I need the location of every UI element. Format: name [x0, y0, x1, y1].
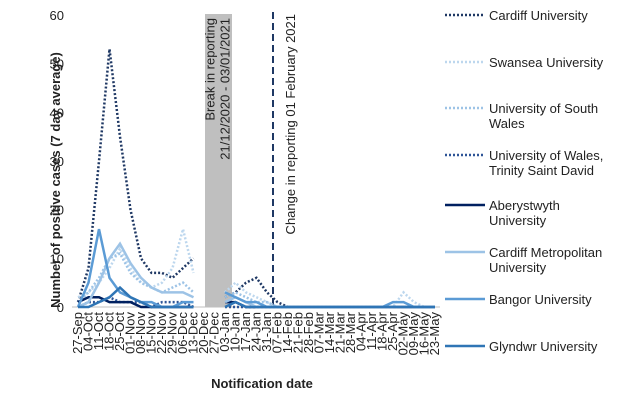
- x-tick-label: 04-Oct: [81, 312, 96, 351]
- y-tick-label: 20: [50, 203, 64, 218]
- x-tick-label: 21-Feb: [291, 312, 306, 353]
- y-tick-label: 60: [50, 8, 64, 23]
- y-tick-label: 30: [50, 154, 64, 169]
- x-tick-label: 28-Feb: [301, 312, 316, 353]
- y-tick-label: 50: [50, 57, 64, 72]
- legend-swatch: [445, 106, 485, 110]
- x-tick-label: 18-Oct: [102, 312, 117, 351]
- break-band: [205, 14, 232, 307]
- y-axis-title: Number of positive cases (7 day average): [48, 52, 63, 308]
- x-tick-label: 07-Feb: [270, 312, 285, 353]
- x-axis-title: Notification date: [211, 376, 313, 391]
- legend-swatch: [445, 344, 485, 348]
- x-tick-label: 24-Jan: [249, 312, 264, 352]
- legend-label: Swansea University: [489, 55, 604, 70]
- series-line: [78, 285, 435, 309]
- x-tick-label: 20-Dec: [196, 312, 211, 354]
- x-tick-label: 15-Nov: [144, 312, 159, 354]
- x-tick-label: 03-Jan: [217, 312, 232, 352]
- x-tick-label: 29-Nov: [165, 312, 180, 354]
- legend-label: Aberystwyth University: [489, 198, 560, 228]
- legend-item: Swansea University: [445, 55, 625, 70]
- x-tick-label: 09-May: [406, 312, 421, 356]
- annotation: Change in reporting 01 February 2021: [283, 14, 298, 234]
- x-tick-label: 27-Sep: [70, 312, 85, 354]
- legend-item: Glyndwr University: [445, 339, 625, 354]
- x-tick-label: 23-May: [427, 312, 442, 356]
- y-tick-label: 10: [50, 251, 64, 266]
- y-tick-label: 0: [57, 300, 64, 315]
- x-tick-label: 10-Jan: [228, 312, 243, 352]
- x-tick-label: 22-Nov: [154, 312, 169, 354]
- x-tick-label: 13-Dec: [186, 312, 201, 354]
- x-tick-label: 11-Apr: [364, 311, 379, 350]
- legend-label: Cardiff Metropolitan University: [489, 245, 603, 275]
- x-tick-label: 01-Nov: [123, 312, 138, 354]
- x-tick-label: 25-Apr: [385, 311, 400, 351]
- x-tick-label: 11-Oct: [91, 312, 106, 350]
- x-tick-label: 16-May: [417, 312, 432, 356]
- legend-item: Bangor University: [445, 292, 625, 307]
- x-tick-label: 14-Mar: [322, 311, 337, 353]
- annotation: 21/12/2020 - 03/01/2021: [218, 18, 233, 160]
- legend-label: Glyndwr University: [489, 339, 598, 354]
- x-tick-label: 27-Dec: [207, 312, 222, 354]
- x-tick-label: 31-Jan: [259, 312, 274, 352]
- series-line: [77, 228, 435, 309]
- x-tick-label: 08-Nov: [133, 312, 148, 354]
- legend-swatch: [445, 13, 485, 17]
- x-tick-label: 07-Mar: [312, 311, 327, 353]
- legend-swatch: [445, 153, 485, 157]
- legend-label: Cardiff University: [489, 8, 588, 23]
- x-tick-label: 04-Apr: [354, 311, 369, 351]
- x-tick-label: 02-May: [396, 312, 411, 356]
- legend-item: Cardiff University: [445, 8, 625, 23]
- legend-label: Bangor University: [489, 292, 592, 307]
- x-tick-label: 06-Dec: [175, 312, 190, 354]
- x-tick-label: 25-Oct: [112, 312, 127, 351]
- legend-swatch: [445, 297, 485, 301]
- y-tick-label: 40: [50, 105, 64, 120]
- legend-swatch: [445, 250, 485, 254]
- legend-item: Cardiff Metropolitan University: [445, 245, 625, 275]
- x-tick-label: 18-Apr: [375, 311, 390, 351]
- x-tick-label: 17-Jan: [238, 312, 253, 352]
- x-tick-label: 21-Mar: [333, 311, 348, 353]
- legend-item: Aberystwyth University: [445, 198, 625, 228]
- legend-label: University of Wales, Trinity Saint David: [489, 148, 604, 178]
- legend-swatch: [445, 60, 485, 64]
- annotation: Break in reporting: [203, 18, 218, 121]
- legend-swatch: [445, 203, 485, 207]
- x-tick-label: 14-Feb: [280, 312, 295, 353]
- x-tick-label: 28-Mar: [343, 311, 358, 353]
- legend-label: University of South Wales: [489, 101, 599, 131]
- legend-item: University of South Wales: [445, 101, 625, 131]
- legend-item: University of Wales, Trinity Saint David: [445, 148, 625, 178]
